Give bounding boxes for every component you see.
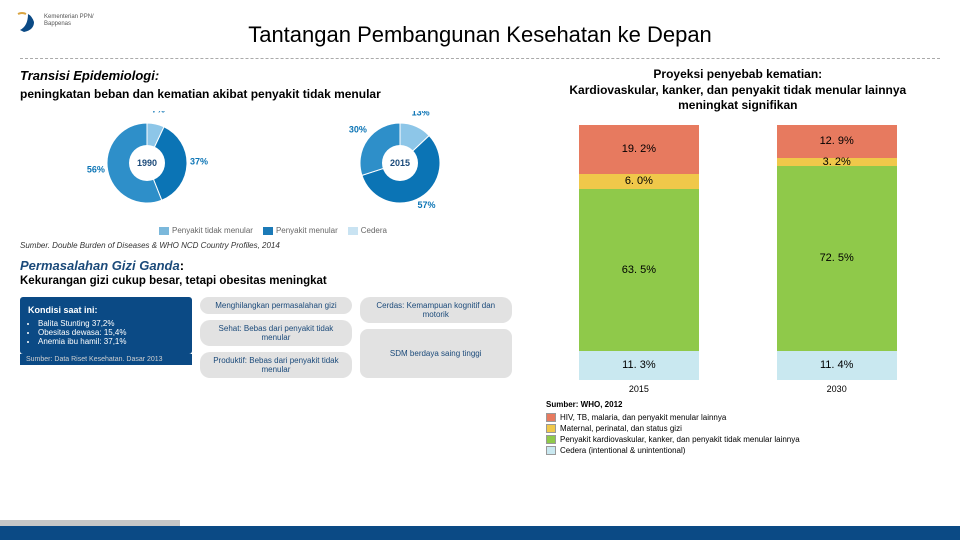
bar-segment: 19. 2% <box>579 125 699 174</box>
bar-segment: 11. 3% <box>579 351 699 380</box>
logo-mark <box>14 6 40 36</box>
bar-segment: 72. 5% <box>777 166 897 351</box>
kondisi-title: Kondisi saat ini: <box>28 305 184 315</box>
projection-title-l2: Kardiovaskular, kanker, dan penyakit tid… <box>540 83 936 114</box>
pie-source: Sumber. Double Burden of Diseases & WHO … <box>20 241 526 250</box>
kondisi-source: Sumber: Data Riset Kesehatan. Dasar 2013 <box>20 354 192 365</box>
legend-item: Maternal, perinatal, dan status gizi <box>546 424 936 433</box>
sdm-label: SDM berdaya saing tinggi <box>360 329 512 378</box>
bar-segment: 11. 4% <box>777 351 897 380</box>
page-title: Tantangan Pembangunan Kesehatan ke Depan <box>20 22 940 48</box>
bar-2015: 11. 3%63. 5%6. 0%19. 2% <box>579 125 699 380</box>
gizi-heading: Permasalahan Gizi Ganda: <box>20 258 526 273</box>
logo-line1: Kementerian PPN/ <box>44 14 94 21</box>
bar-year: 2015 <box>629 384 649 394</box>
svg-text:7%: 7% <box>151 111 164 114</box>
kondisi-bullet: Obesitas dewasa: 15,4% <box>38 328 184 337</box>
sehat-label: Sehat: Bebas dari penyakit tidak menular <box>200 320 352 346</box>
infographic: Kondisi saat ini: Balita Stunting 37,2%O… <box>20 297 526 378</box>
cerdas-label: Cerdas: Kemampuan kognitif dan motorik <box>360 297 512 323</box>
pie-legend-item: Penyakit tidak menular <box>159 226 253 235</box>
kondisi-box: Kondisi saat ini: Balita Stunting 37,2%O… <box>20 297 192 354</box>
svg-text:37%: 37% <box>189 157 207 167</box>
chart-legend: HIV, TB, malaria, dan penyakit menular l… <box>546 413 936 455</box>
gizi-title: Permasalahan Gizi Ganda <box>20 258 180 273</box>
bar-segment: 12. 9% <box>777 125 897 158</box>
bar-year: 2030 <box>827 384 847 394</box>
svg-text:13%: 13% <box>411 111 429 117</box>
pie-2015: 13% 57% 30% 2015 <box>338 111 462 220</box>
bar-segment: 6. 0% <box>579 174 699 189</box>
legend-item: Penyakit kardiovaskular, kanker, dan pen… <box>546 435 936 444</box>
svg-text:56%: 56% <box>86 165 104 175</box>
stacked-bars: 11. 3%63. 5%6. 0%19. 2% 11. 4%72. 5%3. 2%… <box>540 120 936 380</box>
svg-text:30%: 30% <box>348 124 366 134</box>
bar-2030: 11. 4%72. 5%3. 2%12. 9% <box>777 125 897 380</box>
chart-source: Sumber: WHO, 2012 <box>546 400 936 409</box>
transisi-heading: Transisi Epidemiologi: <box>20 68 159 83</box>
legend-item: Cedera (intentional & unintentional) <box>546 446 936 455</box>
produktif-label: Produktif: Bebas dari penyakit tidak men… <box>200 352 352 378</box>
projection-title-l1: Proyeksi penyebab kematian: <box>540 67 936 83</box>
transisi-desc: peningkatan beban dan kematian akibat pe… <box>20 87 381 101</box>
bar-year-labels: 2015 2030 <box>540 380 936 394</box>
pie-1990: 7% 37% 56% 1990 <box>85 111 209 220</box>
svg-text:57%: 57% <box>417 200 435 210</box>
pie-charts: 7% 37% 56% 1990 13% 57% 30% 2015 <box>20 111 526 220</box>
bar-segment: 63. 5% <box>579 189 699 351</box>
kondisi-bullet: Balita Stunting 37,2% <box>38 319 184 328</box>
svg-text:1990: 1990 <box>136 158 156 168</box>
logo-line2: Bappenas <box>44 21 94 28</box>
left-column: Transisi Epidemiologi: peningkatan beban… <box>20 67 526 457</box>
pie-legend-item: Cedera <box>348 226 387 235</box>
projection-title: Proyeksi penyebab kematian: Kardiovaskul… <box>540 67 936 114</box>
divider <box>20 58 940 59</box>
legend-item: HIV, TB, malaria, dan penyakit menular l… <box>546 413 936 422</box>
logo-text: Kementerian PPN/ Bappenas <box>44 14 94 27</box>
footer-bar <box>0 526 960 540</box>
menghilangkan-label: Menghilangkan permasalahan gizi <box>200 297 352 314</box>
logo: Kementerian PPN/ Bappenas <box>14 6 94 36</box>
right-column: Proyeksi penyebab kematian: Kardiovaskul… <box>540 67 936 457</box>
pie-legend: Penyakit tidak menular Penyakit menular Ce… <box>20 226 526 235</box>
gizi-desc: Kekurangan gizi cukup besar, tetapi obes… <box>20 275 526 287</box>
svg-text:2015: 2015 <box>389 158 409 168</box>
bar-segment: 3. 2% <box>777 158 897 166</box>
kondisi-bullet: Anemia ibu hamil: 37,1% <box>38 337 184 346</box>
pie-legend-item: Penyakit menular <box>263 226 338 235</box>
